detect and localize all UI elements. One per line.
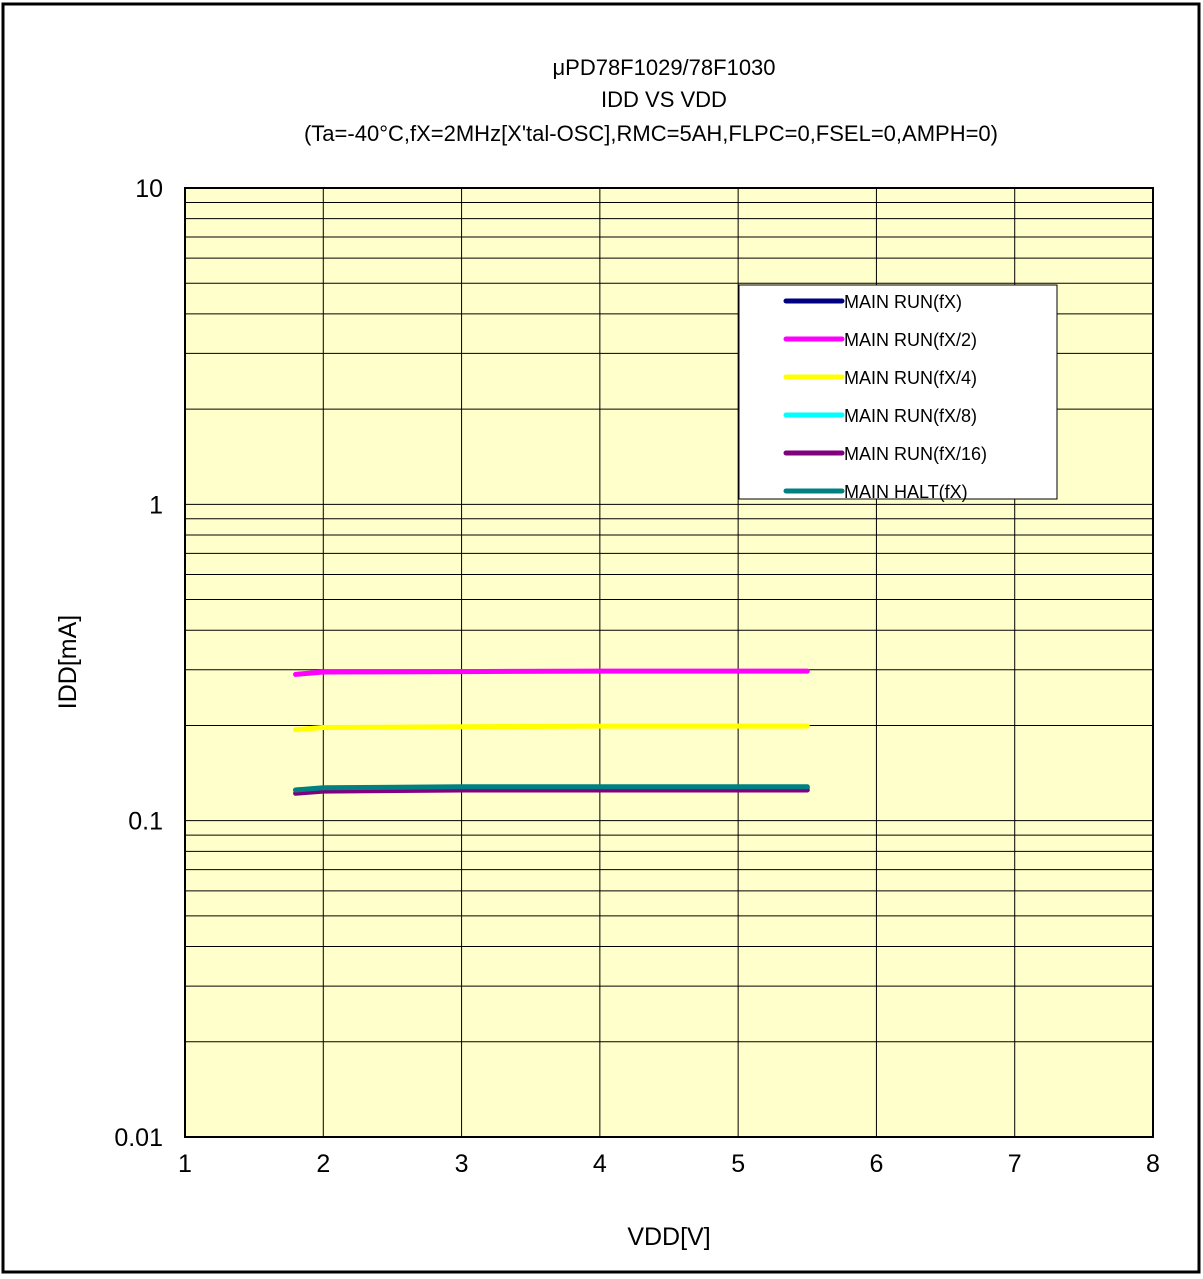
legend-label: MAIN RUN(fX) — [844, 292, 962, 312]
series-line — [293, 784, 810, 793]
x-tick-label: 4 — [593, 1150, 607, 1178]
x-axis-label: VDD[V] — [627, 1223, 710, 1251]
series-line — [293, 723, 810, 733]
series-line — [293, 787, 810, 796]
x-tick-label: 6 — [869, 1150, 883, 1178]
series-line — [293, 668, 810, 677]
y-tick-label: 10 — [135, 175, 163, 203]
chart-subtitle: IDD VS VDD — [601, 87, 727, 112]
legend-box — [738, 284, 1058, 500]
y-tick-labels: 0.01 0.1 1 10 — [114, 175, 163, 1152]
legend-label: MAIN RUN(fX/4) — [844, 368, 977, 388]
x-tick-labels: 1 2 3 4 5 6 7 8 — [178, 1150, 1160, 1178]
x-tick-label: 1 — [178, 1150, 192, 1178]
y-tick-label: 0.1 — [128, 808, 163, 836]
x-tick-label: 8 — [1146, 1150, 1160, 1178]
chart-conditions: (Ta=-40°C,fX=2MHz[X'tal-OSC],RMC=5AH,FLP… — [304, 121, 998, 146]
series-layer — [293, 668, 810, 796]
x-tick-label: 5 — [731, 1150, 745, 1178]
legend-label: MAIN RUN(fX/16) — [844, 444, 987, 464]
x-tick-label: 7 — [1008, 1150, 1022, 1178]
legend: MAIN RUN(fX) MAIN RUN(fX/2) MAIN RUN(fX/4)… — [738, 284, 1058, 502]
x-tick-label: 2 — [316, 1150, 330, 1178]
plot-border — [184, 187, 1154, 1138]
legend-label: MAIN HALT(fX) — [844, 482, 968, 502]
y-tick-label: 0.01 — [114, 1124, 163, 1152]
chart-title: μPD78F1029/78F1030 — [552, 55, 775, 80]
legend-label: MAIN RUN(fX/2) — [844, 330, 977, 350]
y-axis-label: IDD[mA] — [54, 615, 82, 709]
legend-label: MAIN RUN(fX/8) — [844, 406, 977, 426]
x-tick-label: 3 — [455, 1150, 469, 1178]
y-tick-label: 1 — [149, 491, 163, 519]
